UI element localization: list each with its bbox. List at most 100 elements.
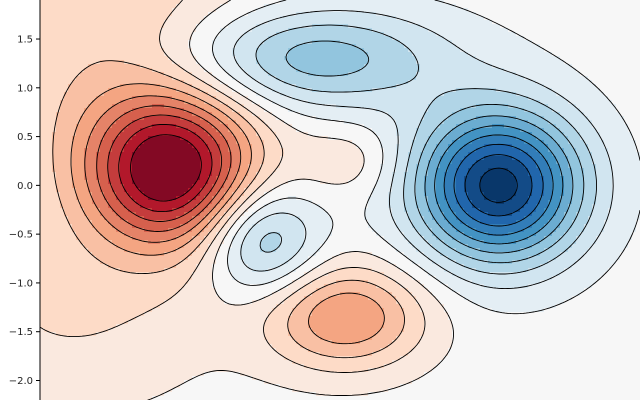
contour-band-cell: [392, 176, 405, 181]
contour-band-cell: [584, 184, 597, 189]
contour-band-cell: [472, 236, 529, 241]
contour-band-cell: [260, 136, 277, 141]
contour-band-cell: [388, 200, 405, 205]
contour-band-cell: [392, 208, 405, 213]
contour-band-cell: [208, 232, 217, 237]
contour-band-cell: [236, 44, 261, 49]
contour-band-cell: [576, 148, 589, 153]
contour-band-cell: [208, 204, 217, 209]
contour-band-cell: [228, 172, 237, 177]
contour-band-cell: [232, 132, 245, 137]
contour-band-cell: [40, 320, 129, 325]
contour-band-cell: [84, 164, 97, 169]
contour-band-cell: [120, 216, 145, 221]
contour-band-cell: [92, 192, 105, 197]
contour-band-cell: [572, 188, 585, 193]
contour-band-cell: [460, 160, 477, 165]
contour-band-cell: [336, 268, 373, 273]
contour-band-cell: [196, 204, 209, 209]
contour-band-cell: [368, 196, 389, 201]
contour-band-cell: [40, 148, 53, 153]
contour-band-cell: [76, 192, 93, 197]
contour-band-cell: [492, 20, 640, 25]
contour-band-cell: [628, 124, 640, 129]
contour-band-cell: [612, 184, 640, 189]
contour-band-cell: [440, 160, 453, 165]
contour-band-cell: [216, 180, 225, 185]
contour-band-cell: [40, 52, 165, 57]
contour-band-cell: [220, 156, 233, 161]
contour-band-cell: [548, 200, 561, 205]
contour-band-cell: [220, 28, 253, 33]
contour-band-cell: [480, 184, 517, 189]
contour-band-cell: [400, 284, 425, 289]
contour-band-cell: [236, 56, 257, 61]
contour-band-cell: [292, 280, 313, 285]
contour-band-cell: [212, 164, 221, 169]
contour-band-cell: [416, 128, 437, 133]
contour-band-cell: [324, 284, 377, 289]
contour-band-cell: [384, 272, 409, 277]
contour-band-cell: [132, 196, 149, 201]
contour-band-cell: [196, 24, 229, 29]
contour-band-cell: [60, 100, 93, 105]
contour-band-cell: [548, 160, 557, 165]
contour-band-cell: [356, 176, 381, 181]
contour-band-cell: [272, 200, 313, 205]
contour-band-cell: [564, 188, 573, 193]
contour-band-cell: [440, 300, 473, 305]
contour-band-cell: [260, 64, 293, 69]
contour-band-cell: [120, 268, 165, 273]
contour-band-cell: [416, 248, 437, 253]
contour-band-cell: [192, 252, 205, 257]
contour-band-cell: [296, 304, 317, 309]
contour-band-cell: [204, 140, 217, 145]
contour-band-cell: [272, 188, 373, 193]
contour-band-cell: [160, 304, 277, 309]
contour-band-cell: [40, 88, 69, 93]
contour-band-cell: [264, 140, 281, 145]
contour-band-cell: [268, 72, 309, 77]
contour-band-cell: [160, 36, 193, 41]
contour-band-cell: [248, 136, 261, 141]
contour-band-cell: [556, 160, 569, 165]
contour-band-cell: [428, 104, 477, 109]
contour-band-cell: [468, 172, 485, 177]
contour-band-cell: [72, 156, 85, 161]
contour-band-cell: [184, 284, 213, 289]
contour-band-cell: [460, 164, 473, 169]
contour-band-cell: [40, 72, 81, 77]
contour-band-cell: [548, 204, 561, 209]
contour-band-cell: [120, 100, 185, 105]
contour-band-cell: [164, 268, 197, 273]
contour-band-cell: [424, 184, 437, 189]
contour-band-cell: [428, 160, 441, 165]
contour-band-cell: [40, 112, 57, 117]
contour-band-cell: [84, 152, 97, 157]
contour-band-cell: [104, 92, 189, 97]
contour-band-cell: [40, 64, 89, 69]
contour-band-cell: [136, 212, 185, 217]
contour-band-cell: [564, 60, 640, 65]
contour-band-cell: [260, 44, 297, 49]
contour-band-cell: [612, 168, 640, 173]
contour-band-cell: [172, 296, 221, 301]
contour-band-cell: [288, 52, 369, 57]
contour-band-cell: [536, 148, 549, 153]
contour-band-cell: [200, 176, 209, 181]
contour-band-cell: [228, 264, 249, 269]
contour-band-cell: [596, 188, 613, 193]
contour-band-cell: [424, 176, 437, 181]
contour-band-cell: [380, 176, 393, 181]
contour-band-cell: [164, 104, 197, 109]
contour-band-cell: [364, 208, 393, 213]
contour-band-cell: [368, 204, 389, 209]
contour-band-cell: [200, 232, 209, 237]
contour-band-cell: [632, 136, 640, 141]
contour-band-cell: [340, 292, 361, 297]
contour-band-cell: [544, 84, 597, 89]
contour-band-cell: [228, 72, 249, 77]
contour-band-cell: [84, 172, 97, 177]
contour-band-cell: [576, 212, 593, 217]
contour-band-cell: [40, 336, 265, 341]
